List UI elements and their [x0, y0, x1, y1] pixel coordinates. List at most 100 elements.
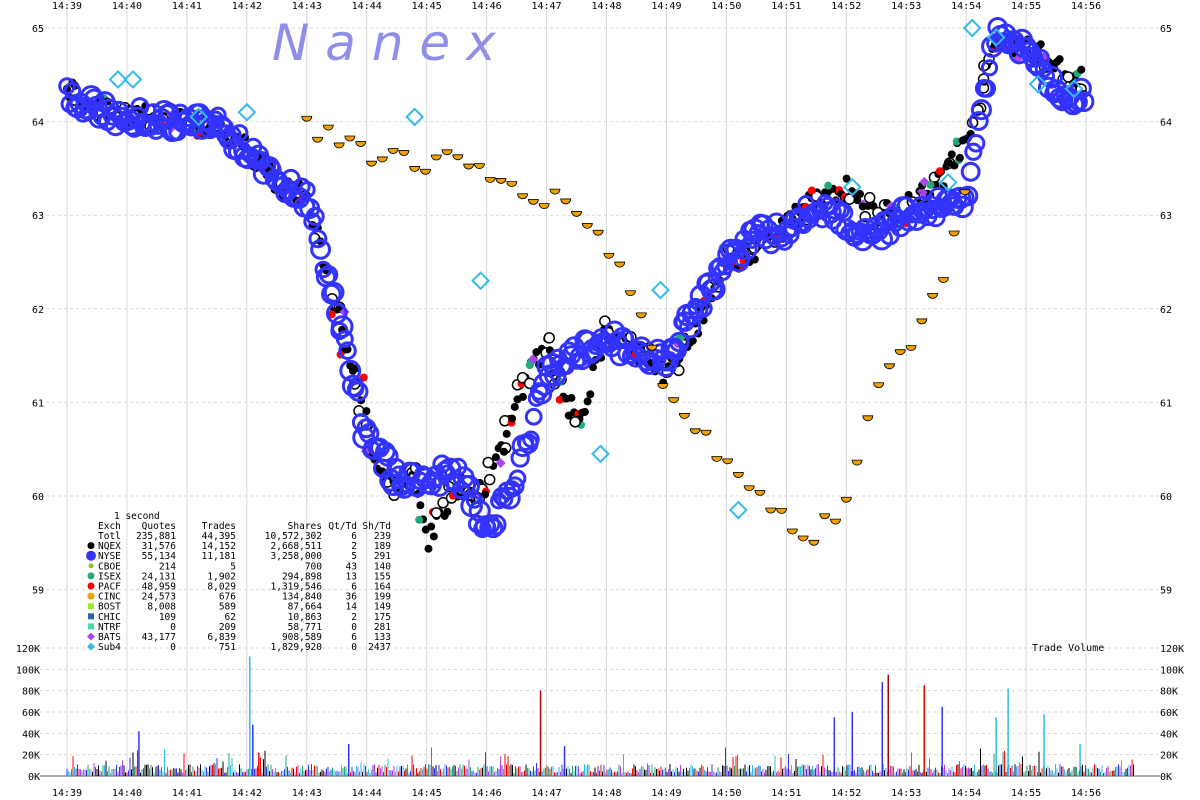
data-point [527, 199, 539, 205]
volume-title: Trade Volume [1032, 643, 1104, 654]
data-point [262, 159, 282, 180]
data-point [668, 397, 680, 404]
vol-y-tick-label: 60K [22, 708, 40, 719]
legend-cell: 5 [230, 561, 236, 572]
legend-cell: 3,258,000 [271, 551, 323, 562]
data-point [529, 382, 549, 401]
x-tick-label: 14:42 [232, 1, 262, 12]
legend-cell: 2,668,511 [271, 541, 323, 552]
legend-cell: 0 [170, 622, 176, 633]
data-point [1064, 79, 1084, 99]
series-sub4 [108, 18, 1084, 520]
legend-cell: 6 [351, 531, 357, 542]
legend-cell: CINC [98, 592, 121, 603]
legend-cell: 133 [374, 632, 391, 643]
legend-header: Trades [202, 521, 236, 532]
data-point [905, 345, 917, 351]
data-point [375, 441, 396, 463]
data-point [1077, 65, 1086, 74]
data-point [711, 456, 723, 462]
data-point [443, 507, 452, 516]
legend-cell: 8,029 [207, 582, 236, 593]
x-tick-label: 14:46 [472, 1, 502, 12]
x-tick-label: 14:49 [651, 1, 681, 12]
data-point [1055, 55, 1064, 64]
data-point [651, 280, 670, 300]
data-point [452, 154, 464, 161]
legend-cell: 55,134 [142, 551, 177, 562]
data-point [819, 513, 831, 520]
data-point [580, 407, 589, 416]
x-tick-label: 14:53 [891, 788, 921, 799]
price-series [58, 17, 1095, 553]
data-point [483, 517, 504, 539]
data-point [968, 111, 989, 131]
data-point [722, 458, 733, 465]
legend-interval: 1 second [114, 511, 160, 522]
data-point [926, 180, 935, 189]
data-point [333, 142, 345, 149]
data-point [581, 222, 593, 229]
legend-cell: Totl [98, 531, 121, 542]
data-point [463, 163, 475, 170]
y-axis-ticks-left: 65 64 63 62 61 60 59 [32, 24, 44, 597]
series-nyse [58, 17, 1095, 539]
data-point [491, 453, 500, 462]
y-tick-label: 64 [1160, 118, 1172, 129]
data-point [948, 186, 972, 210]
x-tick-label: 14:55 [1011, 788, 1041, 799]
data-point [1028, 74, 1048, 94]
data-point [409, 166, 421, 172]
data-point [348, 381, 369, 402]
data-point [189, 107, 209, 127]
data-point [873, 382, 885, 389]
data-point [703, 278, 726, 301]
legend-cell: 1,829,920 [271, 642, 323, 653]
legend-header: Sh/Td [362, 521, 391, 532]
legend-marker [86, 550, 96, 561]
data-point [508, 469, 527, 488]
data-point [586, 390, 595, 399]
legend-cell: 164 [374, 582, 391, 593]
legend-cell: 43 [346, 561, 357, 572]
vol-y-tick-label: 0K [28, 772, 40, 783]
data-point [678, 316, 702, 339]
data-point [335, 330, 354, 349]
data-point [549, 188, 561, 195]
legend-marker [87, 542, 95, 550]
data-point [567, 393, 576, 402]
vol-y-tick-label: 20K [1160, 751, 1178, 762]
data-point [935, 167, 944, 176]
data-point [569, 416, 581, 428]
y-tick-label: 65 [32, 24, 44, 35]
x-tick-label: 14:40 [112, 1, 142, 12]
vol-y-tick-label: 80K [1160, 687, 1178, 698]
y-tick-label: 61 [32, 398, 44, 409]
volume-bars [66, 656, 1134, 776]
data-point [430, 507, 443, 519]
vol-y-ticks: 120K 120K 100K 100K 80K 80K 60K 60K 40K 40K 20K 20K… [16, 644, 1184, 783]
data-point [510, 402, 519, 411]
data-point [938, 173, 958, 192]
legend-cell: 175 [374, 612, 391, 623]
vol-y-tick-label: 100K [1160, 665, 1184, 676]
legend-cell: Sub4 [98, 642, 121, 653]
x-tick-label: 14:46 [472, 788, 502, 799]
x-tick-label: 14:47 [532, 788, 562, 799]
legend-marker [87, 632, 95, 641]
x-axis-ticks-bottom: 14:39 14:40 14:41 14:42 14:43 14:44 14:45 14:46… [52, 788, 1101, 799]
legend-cell: 14,152 [202, 541, 236, 552]
data-point [560, 198, 572, 205]
legend-cell: 2437 [368, 642, 391, 653]
y-tick-label: 64 [32, 118, 44, 129]
data-point [531, 383, 553, 405]
y-tick-label: 65 [1160, 24, 1172, 35]
data-point [237, 102, 257, 122]
legend-cell: 751 [219, 642, 236, 653]
data-point [732, 472, 744, 478]
data-point [482, 456, 494, 469]
data-point [980, 59, 999, 77]
legend-marker [87, 582, 95, 590]
data-point [525, 361, 534, 370]
data-point [502, 429, 511, 438]
